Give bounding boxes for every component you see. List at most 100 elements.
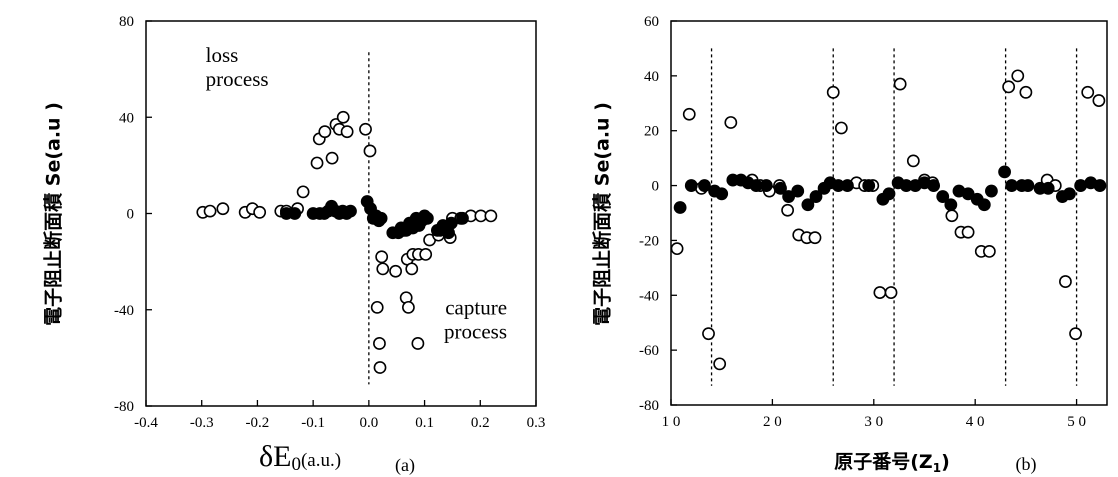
annotation-text: loss process [206,43,269,91]
x-tick-label: 0.2 [471,415,490,431]
panel-a-x-axis-label: δE0(a.u.) [259,440,341,475]
x-tick-label: -0.3 [190,415,214,431]
open-circle-point [1019,85,1033,99]
open-circle-point [1059,275,1072,288]
y-tick-label: -60 [639,343,659,359]
filled-circle-point [715,187,729,201]
filled-circle-point [288,207,302,220]
filled-circle-point [374,211,388,225]
x-tick-label: 2 0 [763,414,782,430]
open-circle-point [373,361,387,374]
filled-circle-point [841,179,854,192]
open-circle-point [340,125,354,139]
filled-circle-point [782,190,796,203]
y-tick-label: -40 [114,303,134,319]
open-circle-point [670,242,684,256]
open-circle-point [370,300,384,314]
panel-a-tick-labels: -0.4 -0.3 -0.2 -0.1 0.0 0.1 0.2 0.3 -80 -40 0 40 80 [114,14,545,431]
filled-circle-point [673,201,687,214]
x-tick-label: -0.4 [134,415,158,431]
panel-b-data-points [670,69,1107,371]
filled-circle-point [809,190,823,203]
open-circle-point [961,225,975,239]
panel-a-tag: (a) [395,455,415,476]
y-tick-label: 40 [644,69,659,85]
y-tick-label: -80 [639,398,659,414]
open-circle-point [389,264,402,278]
annotation-line: loss [206,43,239,67]
open-circle-point [375,250,389,264]
open-circle-point [826,85,840,99]
y-tick-label: 20 [644,124,659,140]
panel-b-tick-labels: 1 0 2 0 3 0 4 0 5 0 -80 -60 -40 -20 0 20 40 60 [639,14,1086,430]
open-circle-point [1002,80,1016,94]
x-tick-label: 1 0 [662,414,681,430]
open-circle-point [893,77,907,91]
open-circle-point [884,286,898,299]
open-circle-point [1069,327,1082,341]
open-circle-point [1011,69,1025,83]
filled-circle-point [801,198,815,212]
open-circle-point [906,154,920,168]
open-circle-point [253,205,267,219]
x-tick-label: 0.1 [415,415,434,431]
annotation-line: capture [445,296,507,320]
filled-circle-point [344,204,357,218]
filled-circle-point [456,211,469,225]
filled-circle-point [944,198,958,212]
open-circle-point [682,107,696,121]
filled-circle-point [998,165,1011,179]
panel-b-plot-frame [670,20,1108,406]
open-circle-point [724,116,738,129]
open-circle-point [310,156,324,170]
filled-circle-point [774,181,787,195]
open-circle-point [702,327,715,341]
filled-circle-point [1093,179,1107,192]
filled-circle-point [444,216,458,230]
y-tick-label: -20 [639,233,659,249]
filled-circle-point [882,187,896,201]
open-circle-point [363,144,377,158]
open-circle-point [373,337,386,350]
open-circle-point [359,122,372,136]
filled-circle-point [977,198,991,212]
annotation-text: capture process [444,296,507,344]
open-circle-point [808,231,822,245]
open-circle-point [203,204,217,218]
panel-a-ticks [145,20,537,407]
open-circle-point [834,121,848,135]
open-circle-point [296,185,310,199]
y-tick-label: 0 [127,207,135,223]
open-circle-point [325,151,339,165]
open-circle-point [336,110,350,124]
open-circle-point [1092,94,1106,107]
panel-b-ticks [670,20,1078,406]
y-tick-label: -40 [639,288,659,304]
panel-b-x-axis-label: 原子番号(Z1) [834,451,950,475]
filled-circle-point [927,179,941,192]
filled-circle-point [985,184,998,198]
filled-circle-point [1021,179,1035,192]
y-tick-label: 0 [652,179,660,195]
open-circle-point [402,300,415,314]
x-tick-label: -0.1 [301,415,325,431]
annotation-line: process [444,320,507,344]
open-circle-point [411,337,425,350]
open-circle-point [405,262,419,276]
filled-circle-point [1063,187,1076,201]
open-circle-point [781,203,795,217]
open-circle-point [982,244,996,258]
x-tick-label: 3 0 [864,414,883,430]
x-tick-label: 0.3 [527,415,546,431]
open-circle-point [1081,85,1095,99]
filled-circle-point [759,179,773,192]
open-circle-point [484,209,498,223]
open-circle-point [318,125,332,139]
filled-circle-point [420,211,434,225]
x-tick-label: 0.0 [359,415,378,431]
open-circle-point [945,209,959,223]
filled-circle-point [961,187,975,201]
panel-b-y-axis-label: 電子阻止断面積 Se(a.u ) [591,102,614,326]
y-tick-label: -80 [114,399,134,415]
